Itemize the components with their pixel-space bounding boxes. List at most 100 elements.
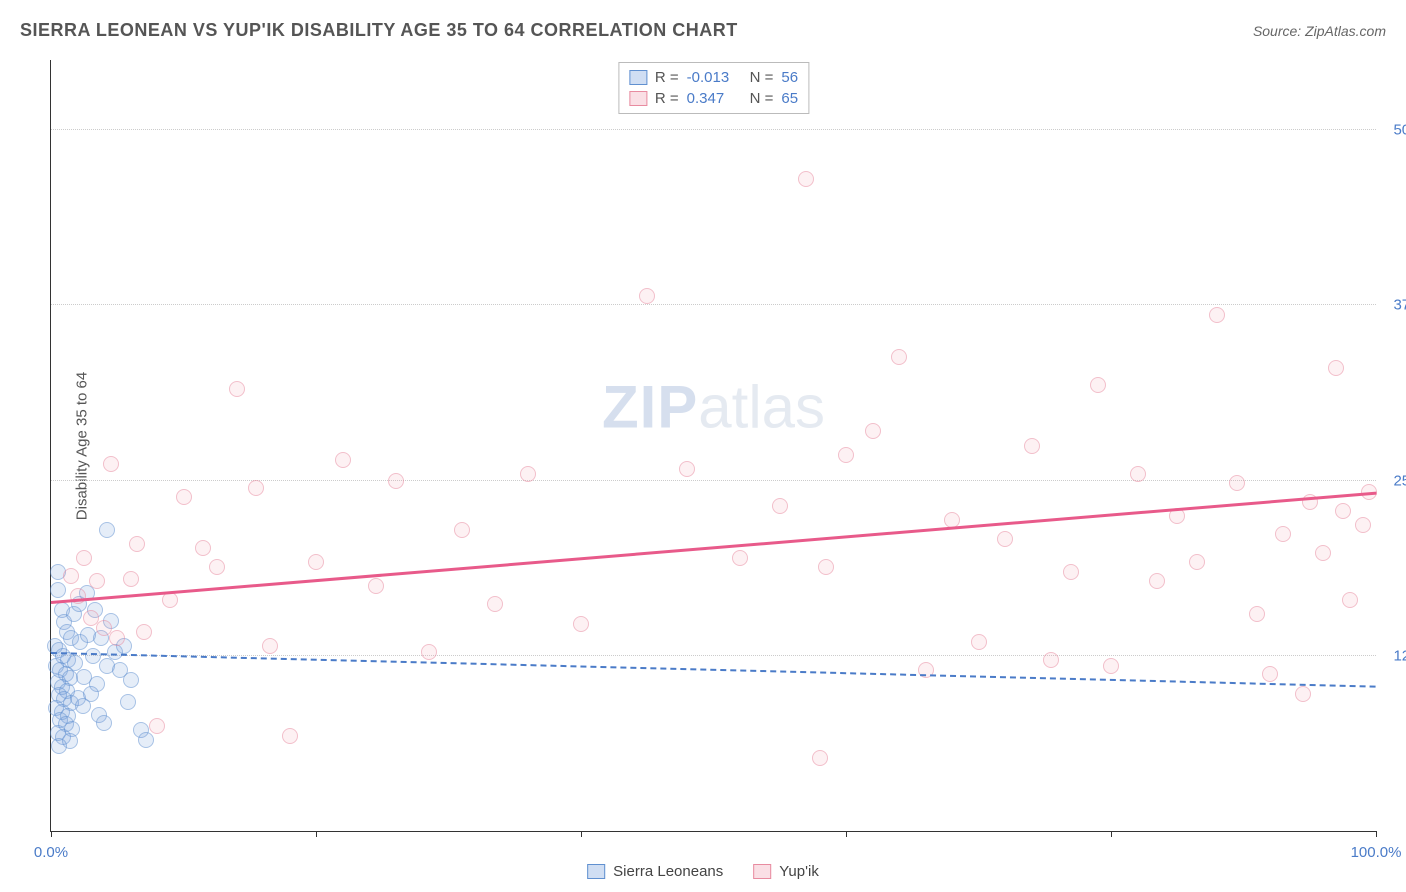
- scatter-point: [838, 447, 854, 463]
- scatter-point: [1249, 606, 1265, 622]
- scatter-point: [1103, 658, 1119, 674]
- trend-line: [51, 492, 1376, 604]
- scatter-point: [971, 634, 987, 650]
- scatter-point: [109, 630, 125, 646]
- legend-row-blue: R = -0.013 N = 56: [629, 67, 798, 88]
- scatter-point: [1342, 592, 1358, 608]
- scatter-point: [89, 573, 105, 589]
- n-value-pink: 65: [781, 90, 798, 107]
- scatter-point: [51, 738, 67, 754]
- scatter-point: [798, 171, 814, 187]
- scatter-point: [1315, 545, 1331, 561]
- legend-swatch-blue: [629, 70, 647, 85]
- scatter-point: [487, 596, 503, 612]
- scatter-point: [1043, 652, 1059, 668]
- scatter-point: [421, 644, 437, 660]
- scatter-point: [368, 578, 384, 594]
- scatter-point: [1335, 503, 1351, 519]
- gridline: [51, 304, 1376, 305]
- x-tick: [1111, 831, 1112, 837]
- scatter-point: [454, 522, 470, 538]
- scatter-point: [639, 288, 655, 304]
- scatter-point: [229, 381, 245, 397]
- scatter-point: [63, 568, 79, 584]
- scatter-point: [573, 616, 589, 632]
- legend-swatch-blue: [587, 864, 605, 879]
- legend-item-pink: Yup'ik: [753, 863, 819, 880]
- r-value-pink: 0.347: [687, 90, 742, 107]
- y-tick-label: 12.5%: [1381, 647, 1406, 664]
- legend-row-pink: R = 0.347 N = 65: [629, 88, 798, 109]
- gridline: [51, 480, 1376, 481]
- scatter-point: [129, 536, 145, 552]
- scatter-point: [1063, 564, 1079, 580]
- x-tick: [581, 831, 582, 837]
- scatter-point: [83, 686, 99, 702]
- scatter-point: [679, 461, 695, 477]
- scatter-point: [1295, 686, 1311, 702]
- scatter-point: [262, 638, 278, 654]
- r-value-blue: -0.013: [687, 69, 742, 86]
- scatter-point: [120, 694, 136, 710]
- scatter-point: [1229, 475, 1245, 491]
- scatter-point: [99, 522, 115, 538]
- scatter-point: [103, 456, 119, 472]
- scatter-point: [195, 540, 211, 556]
- legend-swatch-pink: [753, 864, 771, 879]
- series-legend: Sierra Leoneans Yup'ik: [587, 863, 819, 880]
- scatter-point: [865, 423, 881, 439]
- scatter-plot-area: ZIPatlas R = -0.013 N = 56 R = 0.347 N =…: [50, 60, 1376, 832]
- scatter-point: [1024, 438, 1040, 454]
- legend-label-blue: Sierra Leoneans: [613, 863, 723, 880]
- x-tick: [846, 831, 847, 837]
- x-tick: [51, 831, 52, 837]
- n-label: N =: [750, 69, 774, 86]
- y-tick-label: 25.0%: [1381, 472, 1406, 489]
- scatter-point: [520, 466, 536, 482]
- scatter-point: [1275, 526, 1291, 542]
- chart-title: SIERRA LEONEAN VS YUP'IK DISABILITY AGE …: [20, 20, 738, 41]
- watermark-bold: ZIP: [602, 373, 698, 440]
- scatter-point: [50, 582, 66, 598]
- scatter-point: [1328, 360, 1344, 376]
- legend-swatch-pink: [629, 91, 647, 106]
- scatter-point: [248, 480, 264, 496]
- scatter-point: [96, 715, 112, 731]
- scatter-point: [732, 550, 748, 566]
- x-label-right: 100.0%: [1351, 844, 1402, 861]
- scatter-point: [138, 732, 154, 748]
- scatter-point: [997, 531, 1013, 547]
- n-value-blue: 56: [781, 69, 798, 86]
- r-label: R =: [655, 90, 679, 107]
- trend-line: [51, 652, 1376, 688]
- y-tick-label: 37.5%: [1381, 297, 1406, 314]
- scatter-point: [1262, 666, 1278, 682]
- legend-label-pink: Yup'ik: [779, 863, 819, 880]
- x-tick: [316, 831, 317, 837]
- scatter-point: [891, 349, 907, 365]
- scatter-point: [176, 489, 192, 505]
- scatter-point: [812, 750, 828, 766]
- scatter-point: [772, 498, 788, 514]
- x-label-left: 0.0%: [34, 844, 68, 861]
- scatter-point: [209, 559, 225, 575]
- scatter-point: [388, 473, 404, 489]
- gridline: [51, 129, 1376, 130]
- watermark-light: atlas: [698, 373, 825, 440]
- scatter-point: [1189, 554, 1205, 570]
- scatter-point: [282, 728, 298, 744]
- scatter-point: [136, 624, 152, 640]
- gridline: [51, 655, 1376, 656]
- scatter-point: [1355, 517, 1371, 533]
- scatter-point: [1149, 573, 1165, 589]
- title-bar: SIERRA LEONEAN VS YUP'IK DISABILITY AGE …: [20, 20, 1386, 41]
- y-tick-label: 50.0%: [1381, 122, 1406, 139]
- scatter-point: [818, 559, 834, 575]
- scatter-point: [123, 672, 139, 688]
- legend-item-blue: Sierra Leoneans: [587, 863, 723, 880]
- scatter-point: [1209, 307, 1225, 323]
- x-tick: [1376, 831, 1377, 837]
- correlation-legend: R = -0.013 N = 56 R = 0.347 N = 65: [618, 62, 809, 114]
- scatter-point: [308, 554, 324, 570]
- scatter-point: [335, 452, 351, 468]
